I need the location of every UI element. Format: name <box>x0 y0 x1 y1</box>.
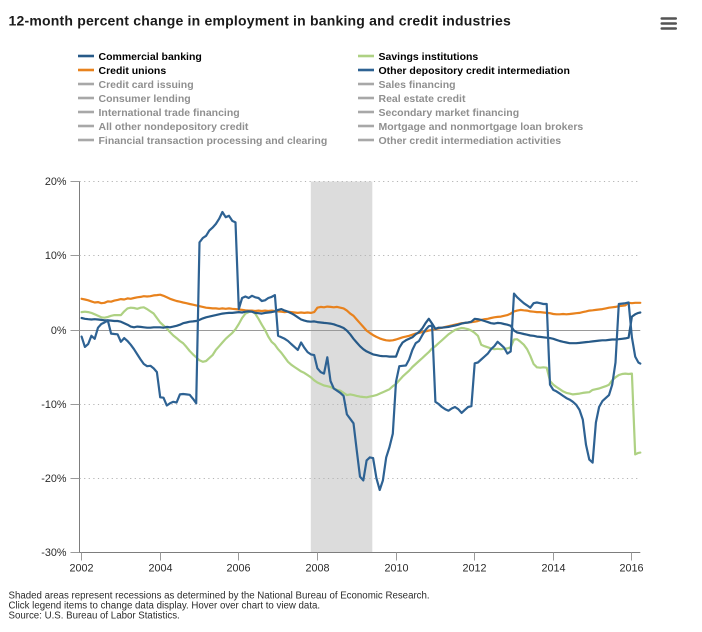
svg-text:2002: 2002 <box>69 563 93 575</box>
svg-text:International trade financing: International trade financing <box>99 107 240 119</box>
svg-text:Secondary market financing: Secondary market financing <box>379 107 520 119</box>
svg-text:Financial transaction processi: Financial transaction processing and cle… <box>99 135 328 147</box>
svg-text:Source: U.S. Bureau of Labor S: Source: U.S. Bureau of Labor Statistics. <box>9 611 180 622</box>
svg-text:Consumer lending: Consumer lending <box>99 93 191 105</box>
svg-text:Credit unions: Credit unions <box>99 65 167 77</box>
svg-text:Other credit intermediation ac: Other credit intermediation activities <box>379 135 562 147</box>
svg-text:Sales financing: Sales financing <box>379 79 456 91</box>
svg-text:Click legend items to change d: Click legend items to change data displa… <box>9 601 321 612</box>
svg-text:-20%: -20% <box>41 473 67 485</box>
svg-text:-30%: -30% <box>41 547 67 559</box>
svg-text:20%: 20% <box>45 176 67 188</box>
svg-text:10%: 10% <box>45 250 67 262</box>
svg-text:Mortgage and nonmortgage loan: Mortgage and nonmortgage loan brokers <box>379 121 584 133</box>
svg-text:12-month percent change in emp: 12-month percent change in employment in… <box>9 13 512 29</box>
svg-text:Commercial banking: Commercial banking <box>99 51 202 63</box>
svg-text:2010: 2010 <box>384 563 408 575</box>
svg-text:2012: 2012 <box>462 563 486 575</box>
svg-text:All other nondepository credit: All other nondepository credit <box>99 121 249 133</box>
svg-text:Other depository credit interm: Other depository credit intermediation <box>379 65 570 77</box>
svg-text:Savings institutions: Savings institutions <box>379 51 479 63</box>
svg-text:-10%: -10% <box>41 399 67 411</box>
svg-text:2016: 2016 <box>619 563 643 575</box>
svg-text:2008: 2008 <box>305 563 329 575</box>
svg-text:0%: 0% <box>51 325 67 337</box>
svg-text:Shaded areas represent recessi: Shaded areas represent recessions as det… <box>9 591 430 602</box>
svg-text:Credit card issuing: Credit card issuing <box>99 79 194 91</box>
svg-text:2014: 2014 <box>541 563 565 575</box>
svg-text:Real estate credit: Real estate credit <box>379 93 466 105</box>
svg-text:2006: 2006 <box>226 563 250 575</box>
svg-text:2004: 2004 <box>148 563 172 575</box>
